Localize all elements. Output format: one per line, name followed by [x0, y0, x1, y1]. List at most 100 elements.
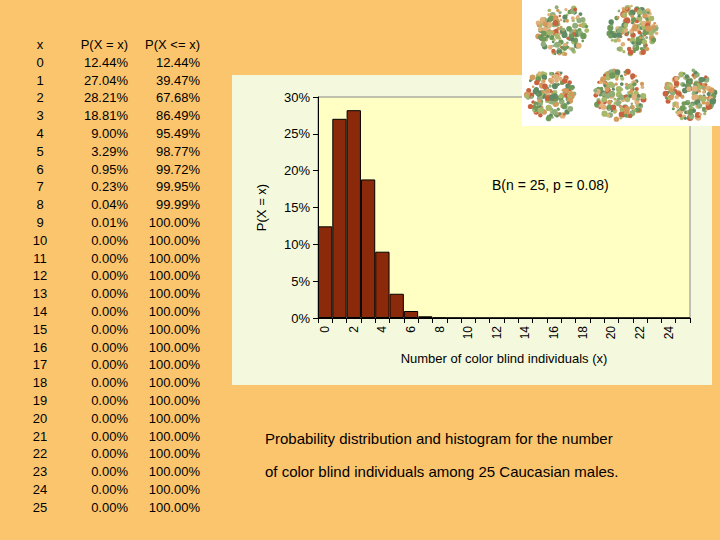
svg-text:2: 2 [347, 326, 361, 333]
html-text:27.04%: 27.04% [83, 72, 128, 88]
html-text:100.00%: 100.00% [148, 499, 200, 515]
html-text:Probability distribution and h: Probability distribution and histogram f… [265, 430, 613, 447]
html-text:100.00%: 100.00% [148, 392, 200, 408]
html-text:x: x [36, 37, 44, 52]
svg-text:5%: 5% [291, 274, 310, 289]
html-text:12.44%: 12.44% [83, 54, 128, 70]
html-text:11: 11 [33, 250, 47, 266]
svg-text:15%: 15% [284, 200, 310, 215]
html-text:3.29%: 3.29% [91, 143, 128, 159]
html-text:39.47%: 39.47% [155, 72, 200, 88]
html-text:10: 10 [32, 232, 48, 248]
html-text:3: 3 [36, 108, 44, 124]
html-text:16: 16 [32, 339, 48, 355]
html-text:0.04%: 0.04% [91, 197, 128, 213]
svg-text:25%: 25% [284, 126, 310, 141]
html-text:86.49%: 86.49% [155, 108, 200, 124]
svg-text:0: 0 [318, 326, 332, 333]
html-text:100.00%: 100.00% [148, 446, 200, 462]
html-text:20: 20 [32, 410, 48, 426]
html-text:100.00%: 100.00% [148, 304, 200, 319]
svg-text:30%: 30% [284, 90, 310, 105]
html-text:P(X = x): P(X = x) [80, 37, 128, 52]
html-text:0.00%: 0.00% [91, 464, 128, 480]
html-text:100.00%: 100.00% [148, 321, 200, 337]
html-text:25: 25 [32, 499, 48, 515]
svg-text:10: 10 [461, 326, 475, 340]
html-text:100.00%: 100.00% [148, 375, 200, 391]
html-text:17: 17 [32, 357, 48, 373]
svg-text:P(X = x): P(X = x) [254, 184, 269, 231]
html-text:0.00%: 0.00% [91, 410, 128, 426]
svg-text:22: 22 [633, 326, 647, 340]
html-text:100.00%: 100.00% [148, 464, 200, 480]
html-text:28.21%: 28.21% [83, 90, 128, 106]
html-text:0.01%: 0.01% [91, 215, 128, 230]
svg-text:16: 16 [547, 326, 561, 340]
html-text:0: 0 [36, 54, 44, 70]
html-text:0.00%: 0.00% [91, 499, 128, 515]
html-text:22: 22 [32, 446, 48, 462]
html-text:100.00%: 100.00% [148, 250, 200, 266]
html-text:P(X <= x): P(X <= x) [145, 37, 200, 52]
html-text:0.00%: 0.00% [91, 375, 128, 391]
html-text:100.00%: 100.00% [148, 268, 200, 284]
svg-text:0%: 0% [291, 311, 310, 326]
html-text:100.00%: 100.00% [148, 339, 200, 355]
svg-text:B(n = 25, p = 0.08): B(n = 25, p = 0.08) [492, 177, 609, 193]
svg-text:24: 24 [662, 326, 676, 340]
html-text:0.00%: 0.00% [91, 250, 128, 266]
html-text:12.44%: 12.44% [155, 54, 200, 70]
html-text:21: 21 [32, 428, 48, 444]
html-text:0.00%: 0.00% [91, 428, 128, 444]
html-text:0.00%: 0.00% [91, 232, 128, 248]
html-text:0.00%: 0.00% [91, 321, 128, 337]
svg-text:10%: 10% [284, 237, 310, 252]
html-text:100.00%: 100.00% [148, 286, 200, 302]
html-text:95.49%: 95.49% [155, 126, 200, 141]
html-text:100.00%: 100.00% [148, 232, 200, 248]
html-text:12: 12 [32, 268, 48, 284]
html-text:18.81%: 18.81% [83, 108, 128, 124]
html-text:2: 2 [36, 90, 44, 106]
html-text:0.00%: 0.00% [91, 392, 128, 408]
html-text:100.00%: 100.00% [148, 357, 200, 373]
html-text:0.00%: 0.00% [91, 268, 128, 284]
html-text:99.95%: 99.95% [155, 179, 200, 195]
html-text:15: 15 [32, 321, 48, 337]
html-text:13: 13 [32, 286, 48, 302]
html-text:0.00%: 0.00% [91, 357, 128, 373]
svg-text:20%: 20% [284, 163, 310, 178]
html-text:9.00%: 9.00% [91, 126, 128, 141]
html-text:99.99%: 99.99% [155, 197, 200, 213]
html-text:19: 19 [32, 392, 48, 408]
svg-text:4: 4 [375, 326, 389, 333]
html-text:23: 23 [32, 464, 48, 480]
html-text:1: 1 [36, 72, 44, 88]
html-text:of color blind individuals amo: of color blind individuals among 25 Cauc… [265, 463, 619, 480]
html-text:0.00%: 0.00% [91, 339, 128, 355]
html-text:18: 18 [32, 375, 48, 391]
html-text:0.00%: 0.00% [91, 481, 128, 497]
html-text:14: 14 [32, 304, 48, 319]
svg-text:8: 8 [433, 326, 447, 333]
html-text:0.00%: 0.00% [91, 304, 128, 319]
svg-text:14: 14 [518, 326, 532, 340]
html-text:0.00%: 0.00% [91, 446, 128, 462]
html-text:0.00%: 0.00% [91, 286, 128, 302]
html-text:100.00%: 100.00% [148, 428, 200, 444]
html-text:100.00%: 100.00% [148, 215, 200, 230]
html-text:100.00%: 100.00% [148, 481, 200, 497]
html-text:0.23%: 0.23% [91, 179, 128, 195]
svg-text:18: 18 [576, 326, 590, 340]
svg-text:Number of color blind individu: Number of color blind individuals (x) [401, 351, 608, 366]
html-text:67.68%: 67.68% [155, 90, 200, 106]
html-text:98.77%: 98.77% [155, 143, 200, 159]
html-text:0.95%: 0.95% [91, 161, 128, 177]
html-text:99.72%: 99.72% [155, 161, 200, 177]
html-text:24: 24 [32, 481, 48, 497]
svg-text:6: 6 [404, 326, 418, 333]
svg-text:20: 20 [604, 326, 618, 340]
svg-text:12: 12 [490, 326, 504, 340]
html-text:100.00%: 100.00% [148, 410, 200, 426]
